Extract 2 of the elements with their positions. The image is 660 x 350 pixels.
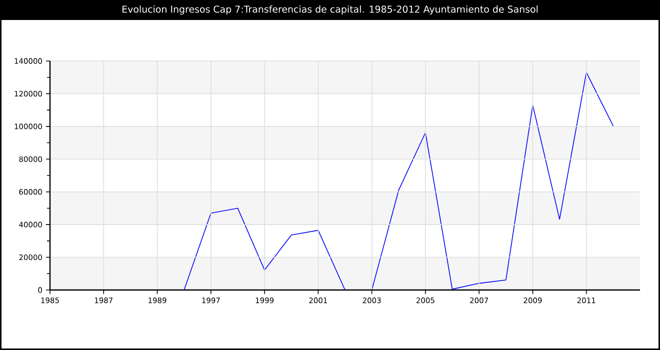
line-series [184,72,614,290]
chart-title: Evolucion Ingresos Cap 7:Transferencias de capital. 1985-2012 Ayuntamiento de Sansol [122,5,538,15]
